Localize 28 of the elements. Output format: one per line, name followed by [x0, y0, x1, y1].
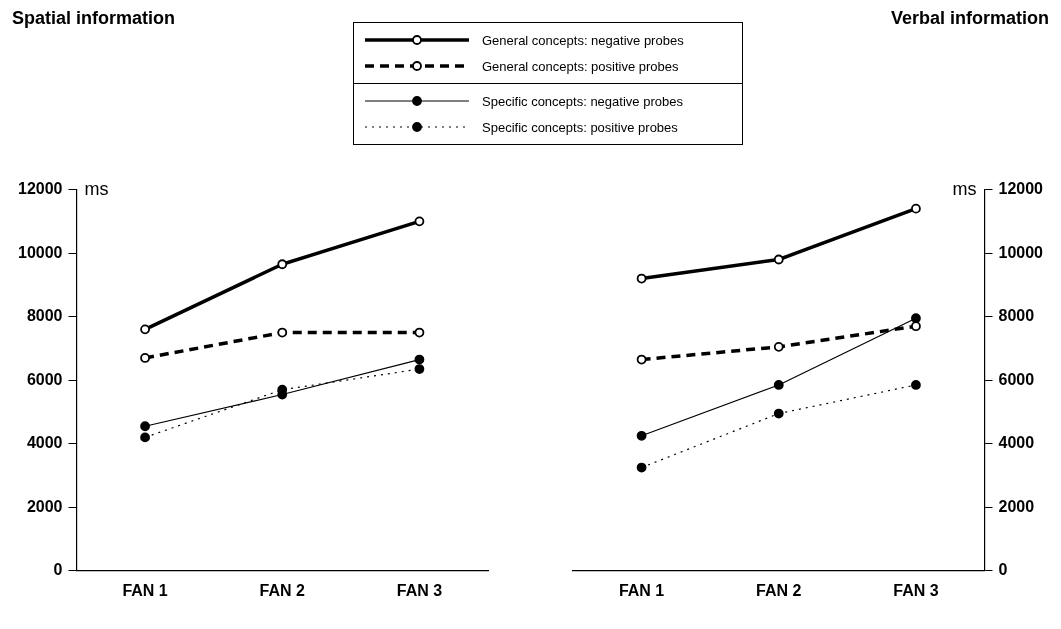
- y-axis-title: ms: [84, 178, 109, 199]
- y-tick-label: 0: [53, 561, 63, 579]
- y-tick-label: 10000: [998, 243, 1044, 261]
- text: Specific concepts: negative probes: [482, 93, 683, 109]
- y-tick-label: 0: [998, 561, 1008, 579]
- y-tick-label: 4000: [26, 434, 63, 452]
- chart-title: Verbal information: [890, 7, 1049, 28]
- x-tick-label: FAN 1: [122, 581, 168, 599]
- y-tick-label: 10000: [17, 243, 63, 261]
- chart-title: Spatial information: [12, 7, 176, 28]
- text: General concepts: positive probes: [482, 58, 679, 74]
- x-tick-label: FAN 3: [396, 581, 443, 599]
- y-tick-label: 4000: [998, 434, 1035, 452]
- text: Specific concepts: positive probes: [482, 119, 678, 135]
- y-axis-title: ms: [952, 178, 977, 199]
- y-tick-label: 8000: [26, 307, 63, 325]
- x-tick-label: FAN 2: [756, 581, 802, 599]
- text: General concepts: negative probes: [482, 32, 684, 48]
- x-tick-label: FAN 1: [618, 581, 665, 599]
- y-tick-label: 2000: [998, 497, 1035, 515]
- y-tick-label: 8000: [998, 307, 1035, 325]
- y-tick-label: 6000: [998, 370, 1035, 388]
- y-tick-label: 6000: [26, 370, 63, 388]
- y-tick-label: 2000: [26, 497, 63, 515]
- x-tick-label: FAN 3: [893, 581, 939, 599]
- x-tick-label: FAN 2: [259, 581, 306, 599]
- y-tick-label: 12000: [998, 180, 1044, 198]
- y-tick-label: 12000: [17, 180, 63, 198]
